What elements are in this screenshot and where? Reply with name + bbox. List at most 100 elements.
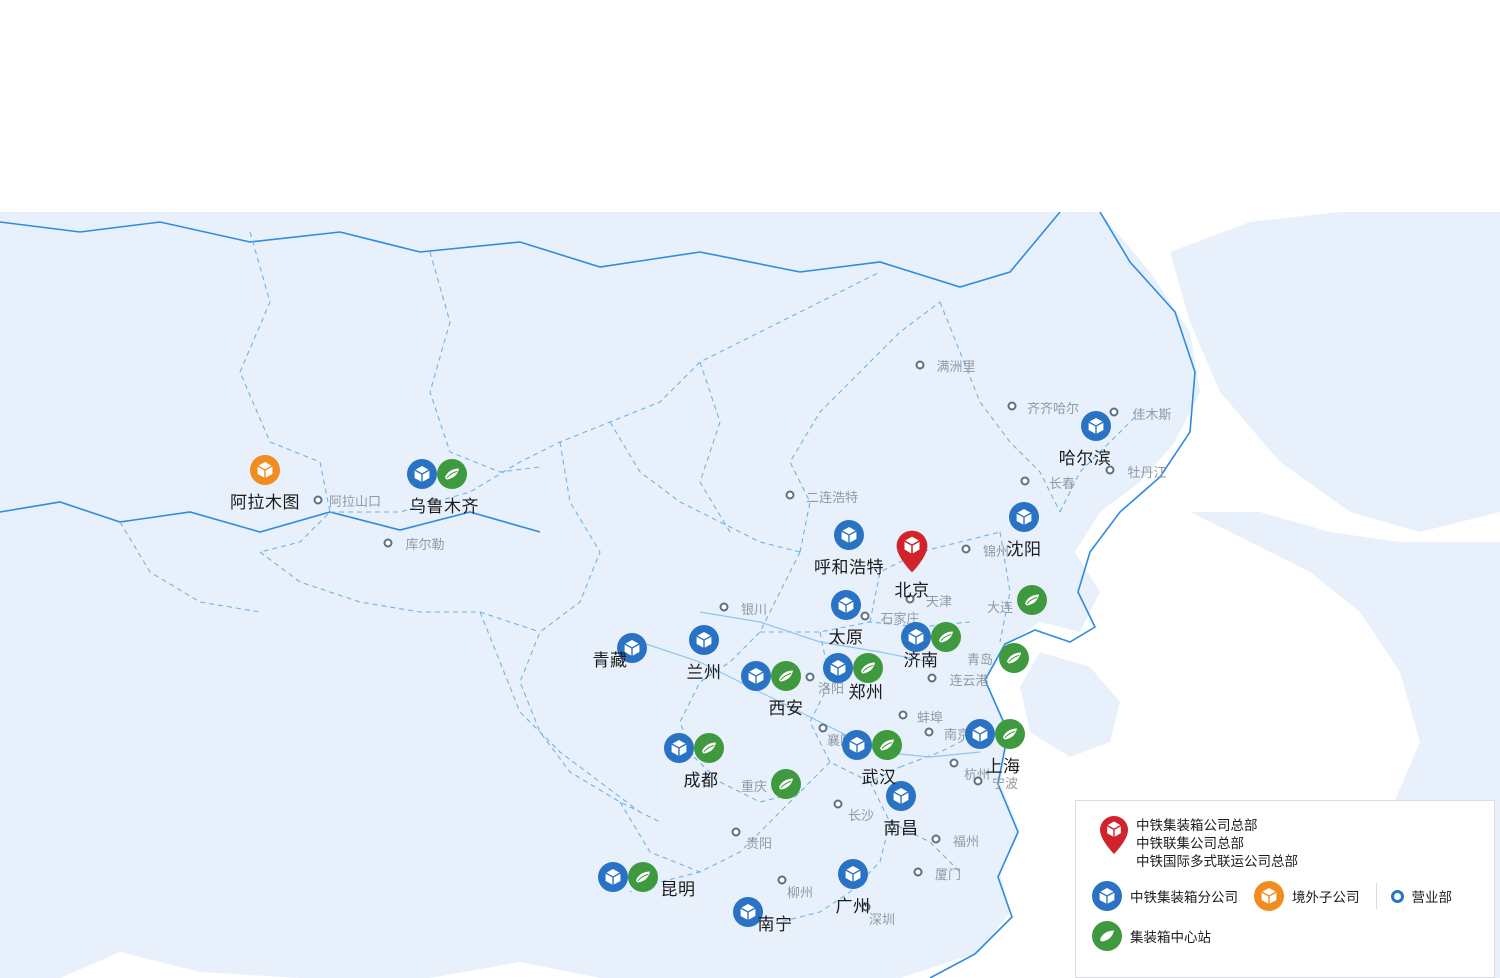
container-center-marker[interactable] (771, 769, 801, 799)
business-office-dot[interactable] (915, 360, 925, 370)
overseas-subsidiary-icon (1254, 881, 1284, 911)
legend-row-headquarters: 中铁集装箱公司总部 中铁联集公司总部 中铁国际多式联运公司总部 (1092, 815, 1478, 871)
business-office-dot[interactable] (861, 902, 871, 912)
legend-branch-label: 中铁集装箱分公司 (1130, 890, 1238, 905)
minor-city-label: 长春 (1048, 476, 1076, 491)
minor-city-label: 连云港 (949, 673, 989, 688)
business-office-dot[interactable] (905, 594, 915, 604)
branch-city-marker[interactable] (741, 661, 801, 691)
legend-center: 集装箱中心站 (1092, 921, 1211, 951)
container-branch-icon (1092, 881, 1122, 911)
minor-city-label: 贵阳 (745, 836, 773, 851)
minor-city-label: 阿拉山口 (328, 494, 382, 509)
minor-city-label: 银川 (740, 602, 768, 617)
city-label: 上海 (985, 757, 1021, 776)
city-label: 沈阳 (1006, 540, 1042, 559)
overseas-city-label: 阿拉木图 (230, 493, 300, 512)
minor-city-label: 锦州 (982, 544, 1010, 559)
business-office-dot[interactable] (731, 827, 741, 837)
container-center-marker[interactable] (999, 643, 1029, 673)
minor-city-label: 牡丹江 (1127, 465, 1167, 480)
city-label: 太原 (828, 628, 864, 647)
legend-hq-line-3: 中铁国际多式联运公司总部 (1136, 854, 1298, 869)
branch-city-marker[interactable] (965, 719, 1025, 749)
business-office-dot[interactable] (1007, 401, 1017, 411)
city-label: 济南 (903, 651, 939, 670)
business-office-dot[interactable] (931, 834, 941, 844)
branch-city-marker[interactable] (842, 730, 902, 760)
business-office-dot[interactable] (719, 602, 729, 612)
business-office-dot[interactable] (1020, 476, 1030, 486)
legend-overseas-label: 境外子公司 (1292, 890, 1360, 905)
center-city-label: 青岛 (966, 652, 994, 667)
minor-city-label: 深圳 (868, 912, 896, 927)
minor-city-label: 佳木斯 (1132, 407, 1172, 422)
business-office-dot[interactable] (913, 867, 923, 877)
business-office-dot[interactable] (961, 544, 971, 554)
minor-city-label: 柳州 (786, 885, 814, 900)
city-label: 武汉 (861, 768, 897, 787)
business-office-dot[interactable] (383, 538, 393, 548)
branch-city-marker[interactable] (733, 897, 763, 927)
business-office-dot[interactable] (818, 723, 828, 733)
business-office-dot[interactable] (785, 490, 795, 500)
branch-city-marker[interactable] (834, 520, 864, 550)
branch-city-marker[interactable] (1009, 502, 1039, 532)
headquarters-label: 北京 (894, 581, 930, 600)
minor-city-label: 南京 (943, 727, 971, 742)
business-office-dot[interactable] (860, 611, 870, 621)
branch-city-marker[interactable] (598, 862, 658, 892)
minor-city-label: 宁波 (991, 776, 1019, 791)
business-office-dot[interactable] (949, 758, 959, 768)
city-label: 昆明 (660, 880, 696, 899)
minor-city-label: 福州 (952, 834, 980, 849)
container-center-station-icon (1092, 921, 1122, 951)
branch-city-marker[interactable] (1081, 411, 1111, 441)
legend-divider (1375, 883, 1377, 909)
city-label: 呼和浩特 (814, 558, 884, 577)
business-office-dot[interactable] (777, 875, 787, 885)
branch-city-marker[interactable] (838, 859, 868, 889)
business-office-dot[interactable] (1105, 465, 1115, 475)
branch-city-marker[interactable] (831, 590, 861, 620)
pin-marker-icon (1092, 815, 1136, 855)
headquarters-marker[interactable] (895, 530, 929, 579)
china-rail-container-network-map[interactable]: 阿拉山口 库尔勒 满洲里 齐齐哈尔 佳木斯 牡丹江 长春 二连浩特 锦州 天津 石家庄 银川 洛阳 连云港… (0, 212, 1500, 978)
business-office-dot[interactable] (313, 495, 323, 505)
map-legend: 中铁集装箱公司总部 中铁联集公司总部 中铁国际多式联运公司总部 (1075, 800, 1495, 978)
business-office-dot[interactable] (924, 727, 934, 737)
minor-city-label: 天津 (925, 594, 953, 609)
business-office-dot[interactable] (927, 673, 937, 683)
legend-hq-labels: 中铁集装箱公司总部 中铁联集公司总部 中铁国际多式联运公司总部 (1136, 815, 1298, 871)
business-office-dot[interactable] (1109, 407, 1119, 417)
city-label: 乌鲁木齐 (409, 497, 479, 516)
branch-city-marker[interactable] (823, 653, 883, 683)
business-office-dot[interactable] (805, 672, 815, 682)
minor-city-label: 二连浩特 (805, 490, 859, 505)
business-office-dot[interactable] (833, 799, 843, 809)
city-label: 南昌 (883, 819, 919, 838)
legend-hq-line-1: 中铁集装箱公司总部 (1136, 818, 1258, 833)
city-label: 西安 (768, 699, 804, 718)
center-city-label: 重庆 (740, 779, 768, 794)
branch-city-marker[interactable] (407, 459, 467, 489)
city-label: 兰州 (686, 663, 722, 682)
branch-city-marker[interactable] (664, 733, 724, 763)
overseas-subsidiary-marker[interactable] (250, 455, 280, 485)
container-center-marker[interactable] (1017, 585, 1047, 615)
branch-city-marker[interactable] (886, 781, 916, 811)
city-label: 广州 (835, 897, 871, 916)
branch-city-marker[interactable] (689, 625, 719, 655)
minor-city-label: 满洲里 (936, 359, 976, 374)
legend-branch: 中铁集装箱分公司 (1092, 881, 1238, 911)
legend-row-middle: 中铁集装箱分公司 境外子公司 (1092, 881, 1478, 911)
minor-city-label: 蚌埠 (916, 710, 944, 725)
minor-city-label: 长沙 (847, 808, 875, 823)
legend-overseas: 境外子公司 (1254, 881, 1360, 911)
business-office-dot[interactable] (898, 710, 908, 720)
branch-city-marker[interactable] (617, 633, 647, 663)
business-office-dot[interactable] (973, 776, 983, 786)
branch-city-marker[interactable] (901, 622, 961, 652)
minor-city-label: 库尔勒 (405, 537, 445, 552)
